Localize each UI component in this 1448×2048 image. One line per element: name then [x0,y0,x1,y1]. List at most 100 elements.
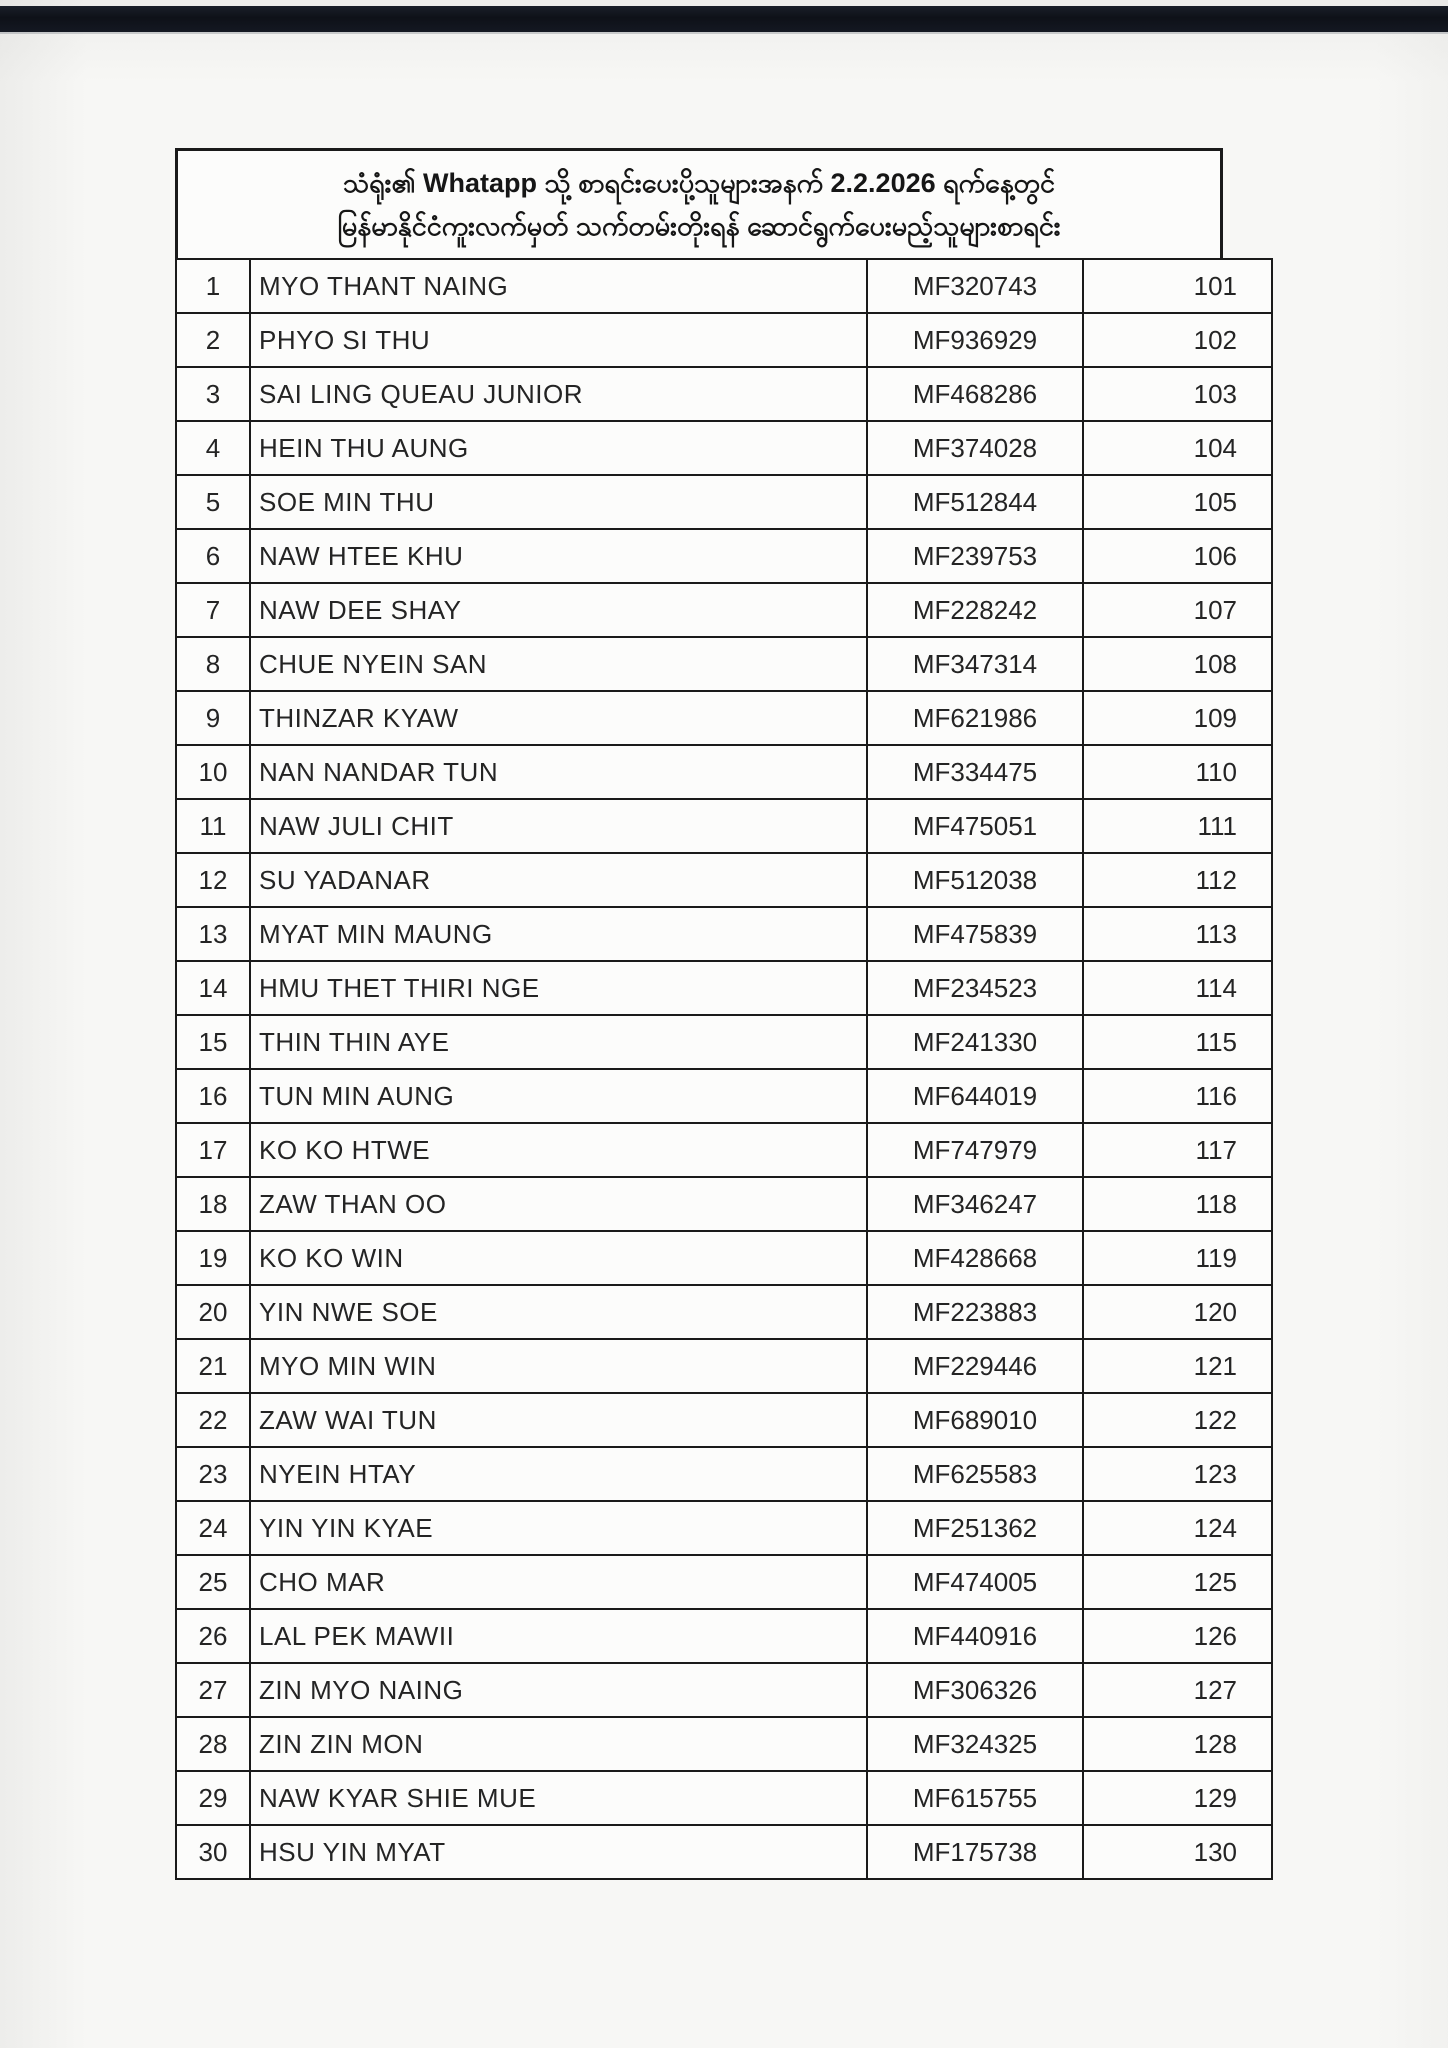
cell-passport: MF175738 [866,1824,1084,1880]
cell-no: 29 [175,1770,251,1826]
cell-no: 18 [175,1176,251,1232]
cell-passport: MF475839 [866,906,1084,962]
title-line-1: သံရုံး၏ Whatapp သို့ စာရင်းပေးပို့သူများ… [343,168,1055,199]
table-body: 1 MYO THANT NAING MF320743 101 2 PHYO SI THU M… [175,258,1273,1880]
cell-serial: 102 [1082,312,1273,368]
cell-serial: 109 [1082,690,1273,746]
cell-name: LAL PEK MAWII [249,1608,868,1664]
cell-passport: MF475051 [866,798,1084,854]
scan-top-edge-band [0,6,1448,32]
cell-name: YIN YIN KYAE [249,1500,868,1556]
table-row: 18 ZAW THAN OO MF346247 118 [175,1176,1273,1232]
cell-name: SOE MIN THU [249,474,868,530]
cell-serial: 107 [1082,582,1273,638]
cell-serial: 114 [1082,960,1273,1016]
cell-passport: MF306326 [866,1662,1084,1718]
cell-no: 9 [175,690,251,746]
table-row: 30 HSU YIN MYAT MF175738 130 [175,1824,1273,1880]
cell-serial: 118 [1082,1176,1273,1232]
table-row: 17 KO KO HTWE MF747979 117 [175,1122,1273,1178]
cell-serial: 110 [1082,744,1273,800]
cell-passport: MF347314 [866,636,1084,692]
table-row: 23 NYEIN HTAY MF625583 123 [175,1446,1273,1502]
table-row: 6 NAW HTEE KHU MF239753 106 [175,528,1273,584]
passport-renewal-table: 1 MYO THANT NAING MF320743 101 2 PHYO SI THU M… [175,258,1273,1880]
cell-passport: MF747979 [866,1122,1084,1178]
table-row: 12 SU YADANAR MF512038 112 [175,852,1273,908]
cell-serial: 104 [1082,420,1273,476]
cell-no: 21 [175,1338,251,1394]
cell-passport: MF625583 [866,1446,1084,1502]
cell-serial: 127 [1082,1662,1273,1718]
title-line-2: မြန်မာနိုင်ငံကူးလက်မှတ် သက်တမ်းတိုးရန် ဆ… [337,210,1061,241]
cell-passport: MF512844 [866,474,1084,530]
cell-serial: 130 [1082,1824,1273,1880]
cell-name: ZAW WAI TUN [249,1392,868,1448]
cell-serial: 125 [1082,1554,1273,1610]
cell-serial: 101 [1082,258,1273,314]
table-row: 29 NAW KYAR SHIE MUE MF615755 129 [175,1770,1273,1826]
cell-passport: MF936929 [866,312,1084,368]
cell-passport: MF228242 [866,582,1084,638]
table-row: 3 SAI LING QUEAU JUNIOR MF468286 103 [175,366,1273,422]
cell-name: NAN NANDAR TUN [249,744,868,800]
cell-serial: 128 [1082,1716,1273,1772]
table-row: 14 HMU THET THIRI NGE MF234523 114 [175,960,1273,1016]
cell-serial: 123 [1082,1446,1273,1502]
cell-passport: MF468286 [866,366,1084,422]
cell-no: 13 [175,906,251,962]
cell-no: 10 [175,744,251,800]
cell-serial: 116 [1082,1068,1273,1124]
cell-no: 24 [175,1500,251,1556]
table-row: 21 MYO MIN WIN MF229446 121 [175,1338,1273,1394]
cell-name: YIN NWE SOE [249,1284,868,1340]
cell-name: ZIN ZIN MON [249,1716,868,1772]
cell-name: HEIN THU AUNG [249,420,868,476]
table-row: 19 KO KO WIN MF428668 119 [175,1230,1273,1286]
table-row: 16 TUN MIN AUNG MF644019 116 [175,1068,1273,1124]
table-row: 9 THINZAR KYAW MF621986 109 [175,690,1273,746]
table-row: 28 ZIN ZIN MON MF324325 128 [175,1716,1273,1772]
cell-no: 23 [175,1446,251,1502]
cell-passport: MF223883 [866,1284,1084,1340]
cell-no: 1 [175,258,251,314]
cell-passport: MF644019 [866,1068,1084,1124]
cell-passport: MF334475 [866,744,1084,800]
table-row: 13 MYAT MIN MAUNG MF475839 113 [175,906,1273,962]
table-row: 25 CHO MAR MF474005 125 [175,1554,1273,1610]
cell-serial: 124 [1082,1500,1273,1556]
cell-no: 30 [175,1824,251,1880]
cell-no: 25 [175,1554,251,1610]
cell-passport: MF440916 [866,1608,1084,1664]
cell-no: 17 [175,1122,251,1178]
cell-passport: MF229446 [866,1338,1084,1394]
table-row: 15 THIN THIN AYE MF241330 115 [175,1014,1273,1070]
cell-serial: 111 [1082,798,1273,854]
cell-serial: 117 [1082,1122,1273,1178]
cell-passport: MF239753 [866,528,1084,584]
cell-name: MYAT MIN MAUNG [249,906,868,962]
cell-passport: MF234523 [866,960,1084,1016]
cell-serial: 129 [1082,1770,1273,1826]
cell-serial: 106 [1082,528,1273,584]
cell-no: 2 [175,312,251,368]
cell-no: 27 [175,1662,251,1718]
cell-no: 5 [175,474,251,530]
table-row: 22 ZAW WAI TUN MF689010 122 [175,1392,1273,1448]
cell-name: SU YADANAR [249,852,868,908]
cell-passport: MF615755 [866,1770,1084,1826]
cell-name: TUN MIN AUNG [249,1068,868,1124]
cell-name: THINZAR KYAW [249,690,868,746]
cell-name: CHUE NYEIN SAN [249,636,868,692]
cell-name: NAW KYAR SHIE MUE [249,1770,868,1826]
cell-serial: 122 [1082,1392,1273,1448]
table-row: 27 ZIN MYO NAING MF306326 127 [175,1662,1273,1718]
cell-no: 26 [175,1608,251,1664]
cell-no: 28 [175,1716,251,1772]
table-row: 5 SOE MIN THU MF512844 105 [175,474,1273,530]
cell-passport: MF324325 [866,1716,1084,1772]
cell-name: NAW HTEE KHU [249,528,868,584]
cell-no: 11 [175,798,251,854]
cell-passport: MF374028 [866,420,1084,476]
cell-name: KO KO HTWE [249,1122,868,1178]
